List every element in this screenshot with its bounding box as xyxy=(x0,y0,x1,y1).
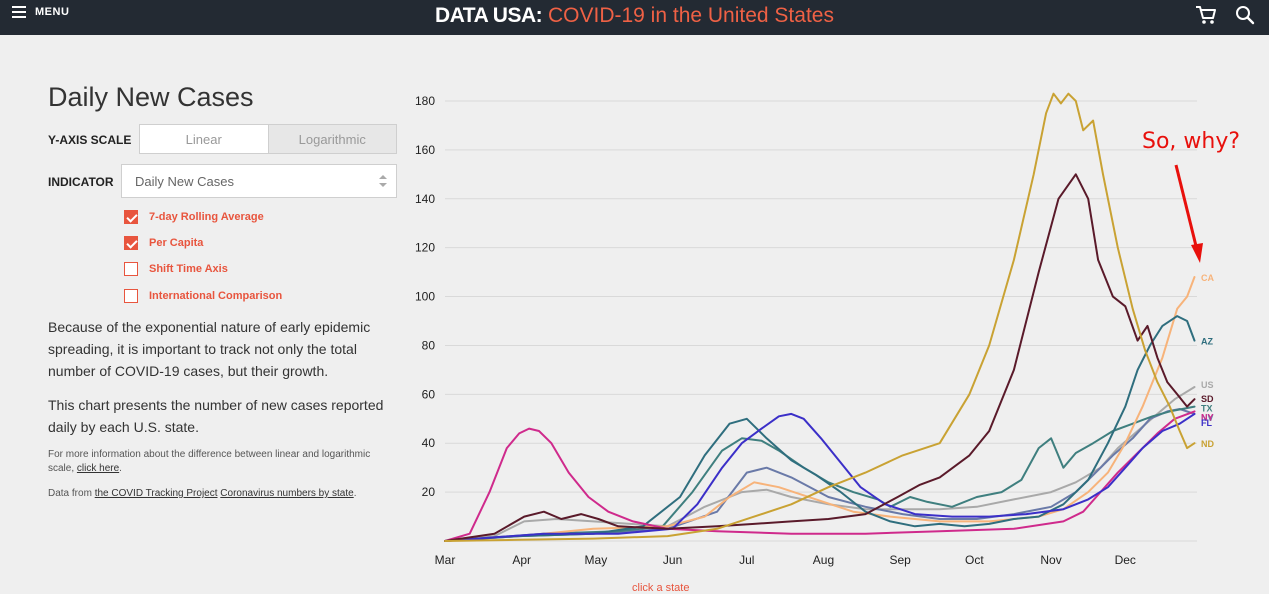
brand-logo: DATA USA xyxy=(435,4,536,27)
y-tick-label: 60 xyxy=(422,387,436,401)
indicator-select[interactable]: Daily New Cases xyxy=(121,164,397,198)
checkbox-international-comparison[interactable]: International Comparison xyxy=(124,289,282,303)
checkbox-label: 7-day Rolling Average xyxy=(149,211,264,223)
series-line-nd xyxy=(444,92,1196,542)
coronavirus-numbers-link[interactable]: Coronavirus numbers by state xyxy=(220,488,354,499)
checkbox-shift-time-axis[interactable]: Shift Time Axis xyxy=(124,262,228,276)
series-line-sd xyxy=(444,173,1196,542)
x-tick-label: Jul xyxy=(739,553,754,567)
y-tick-label: 140 xyxy=(415,192,435,206)
daily-cases-line-chart: 20 40 60 80 100 120 140 160 180 Mar Apr May Jun Jul Au… xyxy=(415,92,1240,567)
scale-note-text: For more information about the differenc… xyxy=(48,449,371,474)
scale-log-button[interactable]: Logarithmic xyxy=(267,125,396,153)
series-line-tx xyxy=(444,405,1196,542)
description-paragraph-2: This chart presents the number of new ca… xyxy=(48,397,384,435)
checkbox-rolling-average[interactable]: 7-day Rolling Average xyxy=(124,210,264,224)
indicator-value: Daily New Cases xyxy=(135,173,234,189)
x-tick-label: May xyxy=(585,553,608,567)
series-line-us xyxy=(444,386,1196,542)
checkbox-unchecked-icon xyxy=(124,289,138,303)
indicator-label: INDICATOR xyxy=(48,175,114,189)
series-label-nv: NV xyxy=(1201,413,1214,423)
select-arrows-icon xyxy=(379,175,387,187)
menu-button[interactable]: MENU xyxy=(12,6,69,18)
y-tick-label: 160 xyxy=(415,143,435,157)
series-label-nd: ND xyxy=(1201,439,1214,449)
chart-caption: click a state xyxy=(632,582,690,594)
series-label-fl: FL xyxy=(1201,418,1212,428)
series-line-ca xyxy=(444,276,1196,542)
top-nav-bar: MENU DATA USA: COVID-19 in the United St… xyxy=(0,0,1269,35)
series-label-tx: TX xyxy=(1201,404,1213,414)
checkbox-label: Shift Time Axis xyxy=(149,263,228,275)
x-tick-label: Oct xyxy=(965,553,984,567)
series-line-fl xyxy=(444,412,1196,542)
y-tick-label: 100 xyxy=(415,290,435,304)
search-icon[interactable] xyxy=(1235,5,1255,25)
scale-toggle: Linear Logarithmic xyxy=(139,124,397,154)
data-source-prefix: Data from xyxy=(48,488,92,499)
click-here-link[interactable]: click here xyxy=(76,463,120,474)
x-tick-label: Dec xyxy=(1115,553,1136,567)
description-paragraph: Because of the exponential nature of ear… xyxy=(48,319,371,379)
checkbox-per-capita[interactable]: Per Capita xyxy=(124,236,203,250)
checkbox-label: Per Capita xyxy=(149,237,204,249)
annotation-arrow-head xyxy=(1191,243,1203,263)
scale-note-end: . xyxy=(119,463,122,474)
x-tick-label: Jun xyxy=(663,553,682,567)
hamburger-icon xyxy=(12,6,26,18)
panel-title: Daily New Cases xyxy=(48,82,254,112)
checkbox-unchecked-icon xyxy=(124,262,138,276)
series-line-az xyxy=(444,315,1196,542)
x-tick-label: Mar xyxy=(435,553,456,567)
annotation-arrow-line xyxy=(1174,164,1199,251)
series-label-us: US xyxy=(1201,380,1214,390)
data-source-note: Data from the COVID Tracking Project Cor… xyxy=(48,487,398,501)
site-title[interactable]: DATA USA: COVID-19 in the United States xyxy=(0,4,1269,28)
series-line-ny xyxy=(444,410,1196,542)
series-label-sd: SD xyxy=(1201,394,1214,404)
y-tick-label: 180 xyxy=(415,94,435,108)
series-label-ca: CA xyxy=(1201,273,1214,283)
x-tick-label: Apr xyxy=(512,553,531,567)
checkbox-label: International Comparison xyxy=(149,290,283,302)
covid-tracking-link[interactable]: the COVID Tracking Project xyxy=(94,488,218,499)
scale-linear-button[interactable]: Linear xyxy=(140,125,268,153)
y-tick-label: 40 xyxy=(422,436,436,450)
y-tick-label: 120 xyxy=(415,241,435,255)
x-tick-label: Nov xyxy=(1040,553,1061,567)
brand-separator: : xyxy=(535,4,543,27)
annotation-text: So, why? xyxy=(1142,129,1240,154)
series-label-az: AZ xyxy=(1201,337,1213,347)
y-tick-label: 80 xyxy=(422,338,436,352)
x-tick-label: Aug xyxy=(813,553,834,567)
series-label-ny: NY xyxy=(1201,412,1214,422)
x-tick-label: Sep xyxy=(889,553,911,567)
data-source-end: . xyxy=(353,488,357,499)
page-title: COVID-19 in the United States xyxy=(547,4,834,27)
series-line-nv xyxy=(444,408,1196,542)
scale-note: For more information about the differenc… xyxy=(48,448,398,476)
cart-icon[interactable] xyxy=(1195,4,1217,26)
checkbox-checked-icon xyxy=(124,210,138,224)
y-tick-label: 20 xyxy=(422,485,436,499)
checkbox-checked-icon xyxy=(124,236,138,250)
yaxis-scale-label: Y-AXIS SCALE xyxy=(48,133,132,147)
menu-label: MENU xyxy=(35,6,70,18)
